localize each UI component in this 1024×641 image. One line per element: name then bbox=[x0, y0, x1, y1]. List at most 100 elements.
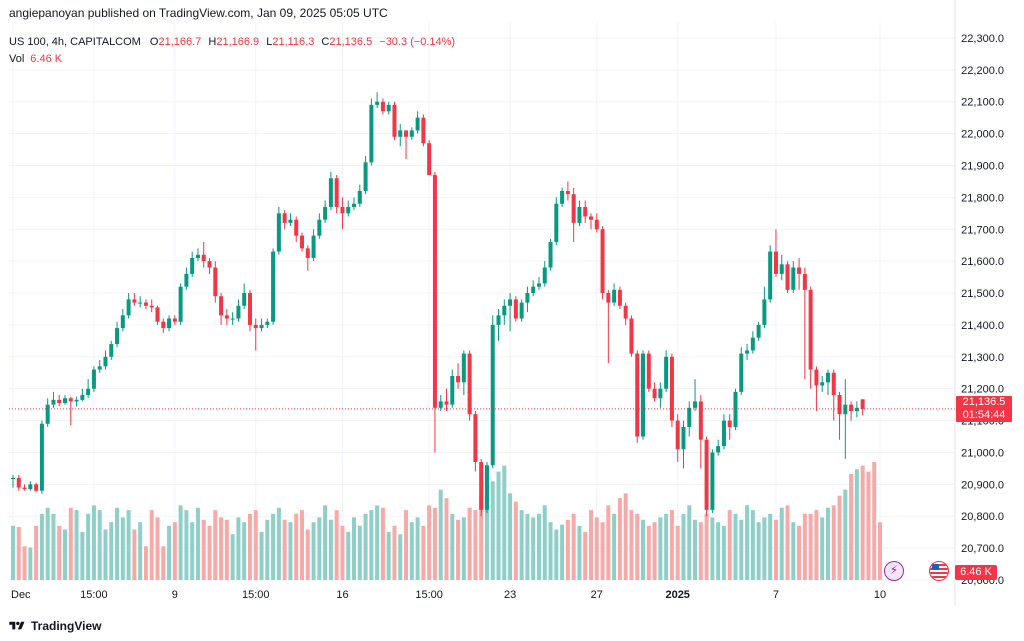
candle bbox=[357, 184, 362, 207]
volume-bar bbox=[16, 527, 21, 580]
candle-body bbox=[617, 289, 622, 306]
candle bbox=[461, 350, 466, 396]
volume-bar bbox=[641, 519, 646, 580]
candle bbox=[716, 439, 721, 456]
volume-bar bbox=[300, 510, 304, 580]
candle-body bbox=[756, 324, 761, 338]
candle-body bbox=[259, 324, 264, 329]
candle bbox=[779, 254, 784, 281]
candle bbox=[664, 350, 669, 392]
candle-body bbox=[577, 206, 582, 223]
volume-bar bbox=[837, 495, 842, 580]
volume-bar bbox=[438, 489, 443, 580]
candle bbox=[658, 382, 663, 408]
candle-body bbox=[427, 143, 432, 176]
volume-bar bbox=[184, 510, 189, 580]
us-flag-icon[interactable] bbox=[929, 561, 949, 581]
candle bbox=[739, 347, 744, 396]
volume-bar bbox=[11, 525, 15, 580]
candle bbox=[236, 299, 241, 322]
symbol-title[interactable]: US 100, 4h, CAPITALCOM bbox=[9, 36, 141, 48]
candle-body bbox=[132, 299, 137, 303]
volume-bar bbox=[635, 513, 640, 580]
candle-body bbox=[860, 399, 865, 409]
candle bbox=[380, 98, 385, 115]
volume-bar bbox=[132, 529, 137, 580]
current-price-value: 21,136.5 bbox=[962, 396, 1006, 408]
candle-body bbox=[392, 104, 397, 137]
candle-body bbox=[161, 321, 166, 329]
volume-bar bbox=[623, 493, 628, 580]
volume-bar bbox=[739, 519, 744, 580]
candle-body bbox=[265, 321, 270, 325]
price-axis[interactable]: 22,300.0 22,200.0 22,100.0 22,000.0 21,900.0… bbox=[961, 33, 1004, 587]
candle-body bbox=[22, 487, 27, 490]
candle bbox=[808, 286, 813, 389]
candle bbox=[213, 261, 218, 303]
candle-body bbox=[479, 462, 484, 510]
volume-bar bbox=[219, 517, 224, 580]
candle bbox=[490, 315, 495, 469]
flash-icon[interactable]: ⚡ bbox=[884, 561, 904, 581]
volume-bar bbox=[733, 513, 738, 580]
candle-body bbox=[797, 267, 802, 274]
candle-body bbox=[698, 401, 703, 440]
candle bbox=[652, 382, 657, 402]
candle-body bbox=[352, 203, 357, 207]
candle bbox=[756, 321, 761, 341]
candle bbox=[502, 299, 507, 325]
candle bbox=[28, 481, 33, 491]
footer-brand[interactable]: TradingView bbox=[9, 617, 101, 635]
volume-bar bbox=[756, 522, 761, 580]
volume-label[interactable]: Vol bbox=[9, 53, 25, 65]
candle bbox=[300, 232, 304, 252]
candle-body bbox=[328, 178, 333, 207]
volume-bar bbox=[86, 513, 91, 580]
candle bbox=[207, 257, 212, 274]
candle bbox=[854, 401, 859, 418]
candle-body bbox=[623, 305, 628, 319]
candle bbox=[334, 175, 339, 214]
candle-body bbox=[300, 235, 304, 249]
close-value: 21,136.5 bbox=[329, 36, 373, 48]
candle bbox=[22, 484, 27, 491]
price-tick-label: 22,200.0 bbox=[961, 65, 1004, 77]
candle-body bbox=[739, 353, 744, 392]
candle-body bbox=[542, 267, 547, 284]
candle-body bbox=[583, 206, 588, 217]
candle-body bbox=[63, 398, 68, 404]
price-tick-label: 22,000.0 bbox=[961, 129, 1004, 141]
volume-bar bbox=[282, 519, 287, 580]
candle bbox=[80, 388, 85, 402]
candle-body bbox=[213, 267, 218, 297]
volume-bar bbox=[484, 486, 489, 580]
volume-bar bbox=[698, 522, 703, 580]
candle-body bbox=[820, 382, 825, 386]
candle-body bbox=[785, 264, 790, 290]
candle-body bbox=[375, 101, 380, 105]
candle bbox=[276, 206, 281, 255]
volume-bar bbox=[571, 513, 576, 580]
candle bbox=[311, 229, 316, 262]
volume-bar bbox=[664, 513, 669, 580]
candle-body bbox=[814, 369, 819, 386]
candle-body bbox=[664, 356, 669, 389]
candle bbox=[785, 261, 790, 294]
candle-body bbox=[519, 302, 524, 319]
candle bbox=[565, 181, 570, 201]
candle bbox=[594, 213, 599, 233]
time-axis[interactable]: Dec 15:00 9 15:00 16 15:00 23 27 2025 7 10 bbox=[11, 0, 956, 605]
candle bbox=[450, 369, 455, 408]
candle-body bbox=[334, 178, 339, 207]
candle bbox=[860, 399, 865, 416]
time-tick-label: 27 bbox=[591, 589, 603, 601]
candle-body bbox=[236, 305, 241, 319]
candle-body bbox=[716, 446, 721, 453]
candle bbox=[531, 280, 536, 297]
open-value: 21,166.7 bbox=[158, 36, 202, 48]
candle bbox=[392, 101, 397, 140]
volume-bar bbox=[785, 505, 790, 580]
candle-body bbox=[606, 293, 611, 303]
candle-body bbox=[386, 104, 391, 112]
